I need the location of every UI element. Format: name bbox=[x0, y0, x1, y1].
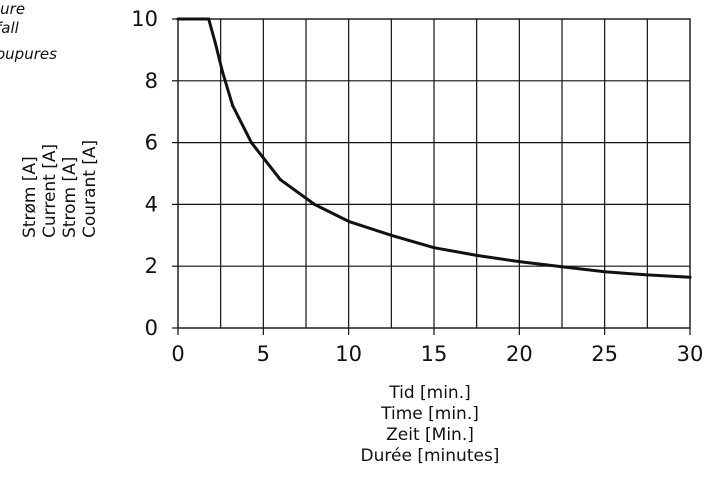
current-data-point bbox=[517, 260, 521, 264]
cut-off-text-3: oupures bbox=[0, 45, 57, 63]
current-data-point bbox=[231, 104, 235, 108]
y-tick-label: 2 bbox=[145, 254, 158, 278]
current-data-point bbox=[645, 273, 649, 277]
x-axis-label-line: Tid [min.] bbox=[389, 383, 471, 403]
x-axis-label-line: Zeit [Min.] bbox=[386, 425, 474, 445]
cut-off-text-2: fall bbox=[0, 19, 19, 37]
x-axis-label-line: Time [min.] bbox=[381, 404, 479, 424]
x-tick-label: 25 bbox=[591, 342, 618, 366]
current-data-point bbox=[603, 270, 607, 274]
current-data-point bbox=[475, 253, 479, 257]
x-tick-label: 15 bbox=[421, 342, 448, 366]
current-data-point bbox=[278, 178, 282, 182]
x-tick-label: 0 bbox=[171, 342, 184, 366]
y-tick-label: 6 bbox=[145, 131, 158, 155]
cut-off-text-1: lure bbox=[0, 0, 26, 18]
current-data-point bbox=[560, 265, 564, 269]
y-tick-label: 0 bbox=[145, 316, 158, 340]
x-tick-label: 20 bbox=[506, 342, 533, 366]
x-tick-label: 10 bbox=[335, 342, 362, 366]
current-data-point bbox=[214, 42, 218, 46]
y-tick-label: 8 bbox=[145, 69, 158, 93]
current-data-point bbox=[688, 275, 692, 279]
current-data-point bbox=[389, 233, 393, 237]
x-tick-label: 5 bbox=[257, 342, 270, 366]
y-tick-label: 10 bbox=[131, 7, 158, 31]
x-tick-label: 30 bbox=[677, 342, 704, 366]
current-data-point bbox=[176, 17, 180, 21]
current-data-point bbox=[220, 70, 224, 74]
y-tick-label: 4 bbox=[145, 192, 158, 216]
current-data-point bbox=[249, 141, 253, 145]
x-axis-label-line: Durée [minutes] bbox=[360, 446, 500, 466]
current-data-point bbox=[313, 202, 317, 206]
current-data-point bbox=[432, 246, 436, 250]
current-data-point bbox=[347, 219, 351, 223]
current-data-point bbox=[207, 17, 211, 21]
